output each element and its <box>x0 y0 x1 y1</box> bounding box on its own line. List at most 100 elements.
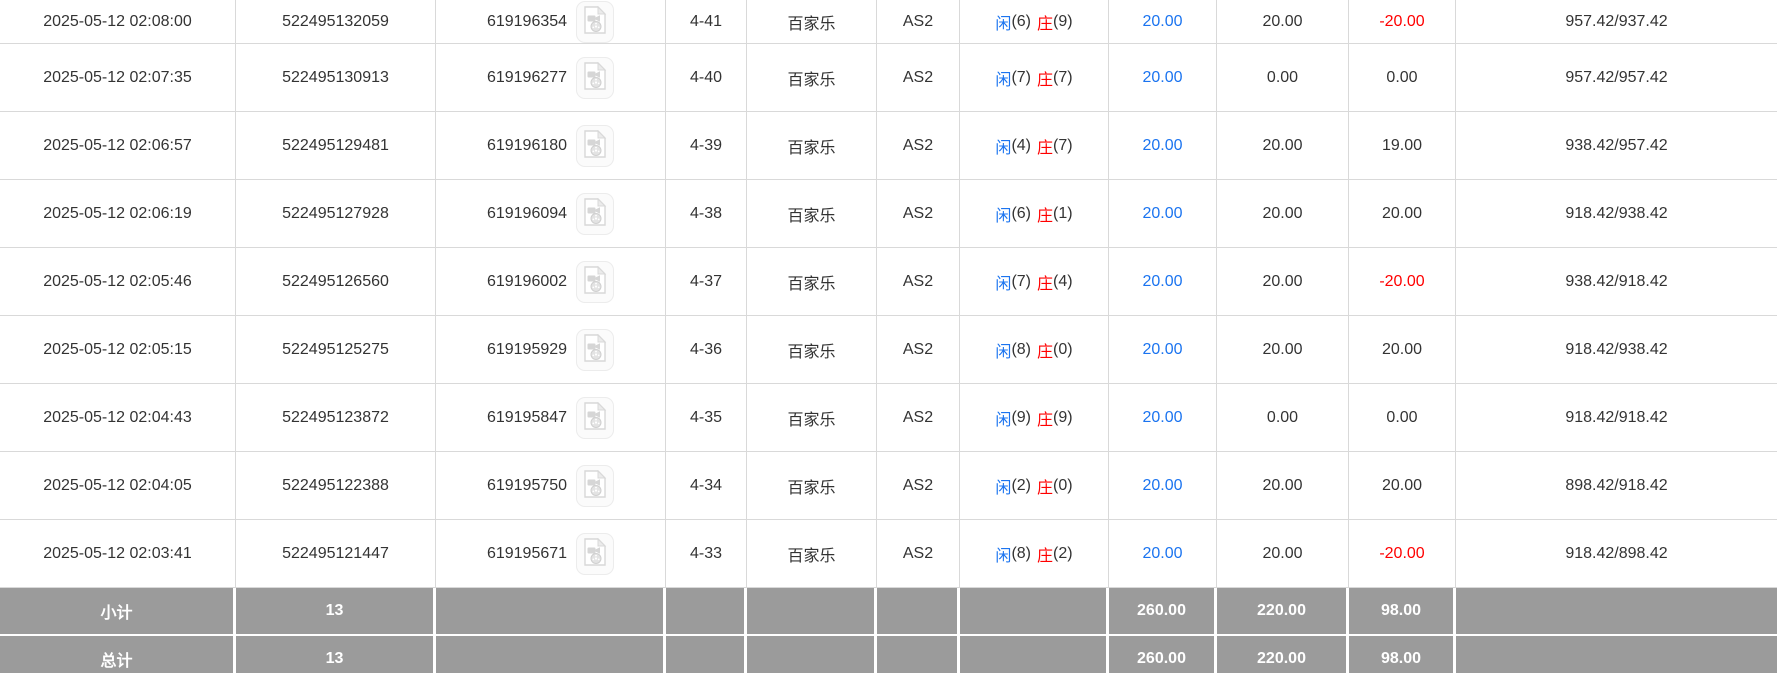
game-id-text: 619195750 <box>486 476 568 494</box>
bet-id-cell: 522495132059 <box>236 0 436 43</box>
bet-id-cell: 522495123872 <box>236 384 436 451</box>
bet-records-body: 2025-05-12 02:08:00 522495132059 6191963… <box>0 0 1777 588</box>
bet-amount-cell: 20.00 <box>1109 112 1217 179</box>
round-number-cell: 4-40 <box>666 44 747 111</box>
empty-cell <box>666 636 747 673</box>
game-type-cell: 百家乐 <box>747 44 877 111</box>
subtotal-count: 13 <box>236 588 436 634</box>
win-loss-cell: -20.00 <box>1349 248 1456 315</box>
video-replay-button[interactable] <box>576 124 615 167</box>
game-id-text: 619196354 <box>486 12 568 30</box>
balance-cell: 957.42/957.42 <box>1565 68 1668 86</box>
win-loss-cell: -20.00 <box>1349 520 1456 587</box>
table-name-cell: AS2 <box>877 452 960 519</box>
table-name-cell: AS2 <box>877 520 960 587</box>
bet-id-cell: 522495129481 <box>236 112 436 179</box>
subtotal-win-loss: 98.00 <box>1349 588 1456 634</box>
video-replay-button[interactable] <box>576 56 615 99</box>
win-loss-cell: 20.00 <box>1349 452 1456 519</box>
valid-bet-cell: 20.00 <box>1217 520 1349 587</box>
result-cell: 闲 (6) 庄 (9) <box>960 0 1109 43</box>
round-number-cell: 4-41 <box>666 0 747 43</box>
total-valid-bet: 220.00 <box>1217 636 1349 673</box>
player-label: 闲 <box>995 411 1012 429</box>
game-type-cell: 百家乐 <box>747 384 877 451</box>
banker-label: 庄 <box>1037 207 1054 225</box>
round-number-cell: 4-33 <box>666 520 747 587</box>
game-id-text: 619195929 <box>486 340 568 358</box>
table-name-cell: AS2 <box>877 316 960 383</box>
empty-cell <box>877 636 960 673</box>
win-loss-cell: 19.00 <box>1349 112 1456 179</box>
video-replay-button[interactable] <box>576 260 615 303</box>
video-replay-icon <box>583 129 607 161</box>
empty-cell <box>1456 588 1777 634</box>
bet-time-cell: 2025-05-12 02:05:46 <box>0 248 236 315</box>
banker-label: 庄 <box>1037 411 1054 429</box>
valid-bet-cell: 20.00 <box>1217 0 1349 43</box>
video-replay-button[interactable] <box>576 328 615 371</box>
banker-points: (0) <box>1053 340 1073 358</box>
total-row: 总计 13 260.00 220.00 98.00 <box>0 636 1777 673</box>
empty-cell <box>1456 636 1777 673</box>
valid-bet-cell: 20.00 <box>1217 452 1349 519</box>
video-replay-button[interactable] <box>576 0 615 43</box>
video-replay-icon <box>583 469 607 501</box>
video-replay-button[interactable] <box>576 396 615 439</box>
game-id-cell: 619196002 <box>436 248 666 315</box>
bet-time-cell: 2025-05-12 02:03:41 <box>0 520 236 587</box>
video-replay-icon <box>583 333 607 365</box>
game-type-cell: 百家乐 <box>747 520 877 587</box>
game-id-cell: 619195847 <box>436 384 666 451</box>
table-name-cell: AS2 <box>877 248 960 315</box>
video-replay-button[interactable] <box>576 192 615 235</box>
balance-cell: 957.42/937.42 <box>1565 12 1668 30</box>
empty-cell <box>747 588 877 634</box>
valid-bet-cell: 0.00 <box>1217 384 1349 451</box>
game-type-cell: 百家乐 <box>747 112 877 179</box>
video-replay-button[interactable] <box>576 532 615 575</box>
player-label: 闲 <box>995 275 1012 293</box>
video-replay-icon <box>583 537 607 569</box>
result-cell: 闲 (7) 庄 (4) <box>960 248 1109 315</box>
game-id-text: 619195671 <box>486 544 568 562</box>
bet-time-cell: 2025-05-12 02:08:00 <box>0 0 236 43</box>
player-points: (9) <box>1011 408 1031 426</box>
banker-points: (9) <box>1053 408 1073 426</box>
player-label: 闲 <box>995 207 1012 225</box>
banker-label: 庄 <box>1037 547 1054 565</box>
banker-points: (4) <box>1053 272 1073 290</box>
win-loss-cell: 0.00 <box>1349 384 1456 451</box>
player-label: 闲 <box>995 343 1012 361</box>
result-cell: 闲 (6) 庄 (1) <box>960 180 1109 247</box>
total-bet-amount: 260.00 <box>1109 636 1217 673</box>
round-number-cell: 4-38 <box>666 180 747 247</box>
player-label: 闲 <box>995 479 1012 497</box>
bet-record-row: 2025-05-12 02:05:15 522495125275 6191959… <box>0 316 1777 384</box>
game-id-text: 619196094 <box>486 204 568 222</box>
banker-points: (1) <box>1053 204 1073 222</box>
round-number-cell: 4-36 <box>666 316 747 383</box>
player-label: 闲 <box>995 71 1012 89</box>
empty-cell <box>960 636 1109 673</box>
video-replay-icon <box>583 401 607 433</box>
banker-label: 庄 <box>1037 343 1054 361</box>
win-loss-cell: 20.00 <box>1349 316 1456 383</box>
game-id-text: 619195847 <box>486 408 568 426</box>
round-number-cell: 4-39 <box>666 112 747 179</box>
win-loss-cell: -20.00 <box>1349 0 1456 43</box>
video-replay-button[interactable] <box>576 464 615 507</box>
balance-cell: 918.42/938.42 <box>1565 340 1668 358</box>
bet-id-cell: 522495125275 <box>236 316 436 383</box>
valid-bet-cell: 20.00 <box>1217 180 1349 247</box>
bet-time-cell: 2025-05-12 02:06:19 <box>0 180 236 247</box>
banker-label: 庄 <box>1037 479 1054 497</box>
game-id-cell: 619195929 <box>436 316 666 383</box>
banker-points: (7) <box>1053 136 1073 154</box>
banker-label: 庄 <box>1037 71 1054 89</box>
round-number-cell: 4-35 <box>666 384 747 451</box>
subtotal-valid-bet: 220.00 <box>1217 588 1349 634</box>
banker-points: (9) <box>1053 12 1073 30</box>
valid-bet-cell: 0.00 <box>1217 44 1349 111</box>
